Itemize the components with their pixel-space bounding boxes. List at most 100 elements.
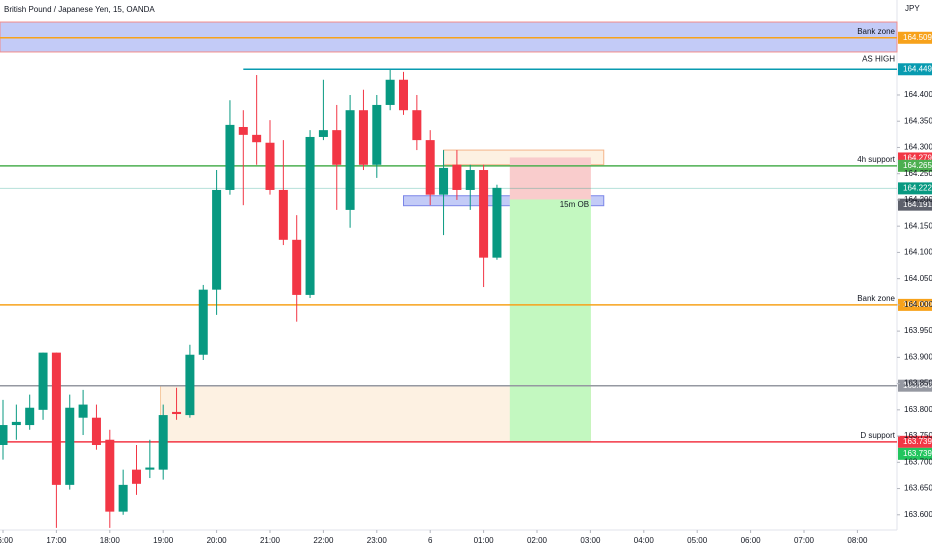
level-text: AS HIGH: [862, 54, 895, 63]
zone: [509, 199, 591, 443]
y-tick-label: 163.650: [904, 484, 932, 493]
axes: 163.600 163.650 163.700 163.750 163.800 163.8…: [0, 90, 932, 545]
candle-body: [278, 189, 288, 240]
price-tag-label: 164.222: [903, 183, 932, 192]
candle-body: [238, 126, 248, 135]
candle-body: [292, 239, 302, 295]
price-tag-label: 164.191: [903, 200, 932, 209]
price-tag-label: 163.739: [903, 437, 932, 446]
level-text: Bank zone: [857, 27, 895, 36]
candle-body: [305, 136, 315, 295]
price-tag: [898, 159, 932, 172]
x-tick-label: 19:00: [153, 536, 174, 545]
candle-body: [439, 167, 449, 195]
candle-body: [412, 110, 422, 141]
candle-body: [452, 164, 462, 190]
x-tick-label: 07:00: [794, 536, 815, 545]
candle-body: [399, 79, 408, 111]
price-tag-label: 164.279: [903, 154, 932, 163]
candle-body: [492, 187, 502, 258]
price-tag: [898, 63, 932, 76]
candle-body: [38, 352, 48, 410]
candle-body: [172, 411, 182, 415]
candle-body: [265, 142, 275, 190]
candle-body: [212, 189, 222, 290]
y-tick-label: 163.800: [904, 405, 932, 414]
x-tick-label: 17:00: [46, 536, 67, 545]
candle-body: [479, 170, 489, 258]
price-tag: [898, 379, 932, 392]
x-tick-label: 01:00: [474, 536, 495, 545]
candle-body: [65, 407, 75, 485]
level-text: 4h support: [857, 155, 896, 164]
zone: [403, 195, 605, 207]
currency: JPY: [905, 4, 920, 13]
y-tick-label: 163.750: [904, 431, 932, 440]
chart-title: British Pound / Japanese Yen, 15, OANDA: [4, 5, 155, 14]
price-tag: [898, 31, 932, 44]
price-tag: [898, 182, 932, 195]
candle-body: [358, 110, 368, 165]
levels: Bank zone 164.509 AS HIGH 164.449 164.279 4h …: [0, 27, 932, 460]
y-tick-label: 163.950: [904, 326, 932, 335]
y-tick-label: 164.150: [904, 221, 932, 230]
x-tick-label: 04:00: [634, 536, 655, 545]
candle-body: [145, 467, 155, 470]
x-tick-label: 20:00: [207, 536, 228, 545]
candle-body: [225, 124, 235, 190]
y-tick-label: 163.850: [904, 379, 932, 388]
x-tick-label: 21:00: [260, 536, 281, 545]
x-tick-label: 05:00: [687, 536, 708, 545]
candle-body: [185, 354, 195, 416]
candle-body: [158, 415, 168, 470]
price-tag-label: 164.509: [903, 33, 932, 42]
price-tag-label: 163.846: [903, 381, 932, 390]
price-tag-label: 164.265: [903, 161, 932, 170]
zone: [509, 157, 591, 201]
price-tag-label: 163.739: [903, 449, 932, 458]
y-tick-label: 164.000: [904, 300, 932, 309]
candle-body: [11, 421, 21, 426]
candle-body: [318, 130, 328, 137]
y-tick-label: 164.300: [904, 143, 932, 152]
x-tick-label: 6: [428, 536, 433, 545]
x-tick-label: 08:00: [847, 536, 868, 545]
candle-body: [0, 425, 8, 445]
candle-body: [132, 469, 141, 484]
y-tick-label: 164.100: [904, 248, 932, 257]
y-tick-label: 164.400: [904, 90, 932, 99]
candle-body: [51, 352, 61, 485]
zone-label: 15m OB: [560, 200, 589, 209]
x-tick-label: 06:00: [741, 536, 762, 545]
y-tick-label: 164.350: [904, 116, 932, 125]
candle-body: [385, 79, 395, 105]
candle-body: [118, 484, 128, 512]
y-tick-label: 163.700: [904, 457, 932, 466]
y-tick-label: 164.200: [904, 195, 932, 204]
candle-body: [198, 289, 208, 355]
x-tick-label: 02:00: [527, 536, 548, 545]
candle-body: [78, 404, 88, 418]
price-tag-label: 164.449: [903, 64, 932, 73]
y-tick-label: 164.250: [904, 169, 932, 178]
y-tick-label: 164.050: [904, 274, 932, 283]
zone: [0, 21, 898, 53]
price-tag-label: 164.000: [903, 300, 932, 309]
level-text: D support: [860, 431, 895, 440]
price-tag: [898, 298, 932, 311]
candle-body: [25, 407, 35, 426]
level-text: Bank zone: [857, 294, 895, 303]
candle-body: [372, 104, 382, 165]
zones: 1h imb15m OB: [0, 21, 898, 443]
candle-body: [332, 130, 342, 165]
x-tick-label: 18:00: [100, 536, 121, 545]
candle-body: [345, 110, 355, 210]
candle-body: [91, 417, 101, 445]
x-tick-label: 03:00: [580, 536, 601, 545]
x-tick-label: 22:00: [313, 536, 334, 545]
candle-body: [425, 140, 435, 195]
candle-body: [465, 170, 475, 190]
y-tick-label: 163.600: [904, 510, 932, 519]
price-tag: [898, 447, 932, 460]
